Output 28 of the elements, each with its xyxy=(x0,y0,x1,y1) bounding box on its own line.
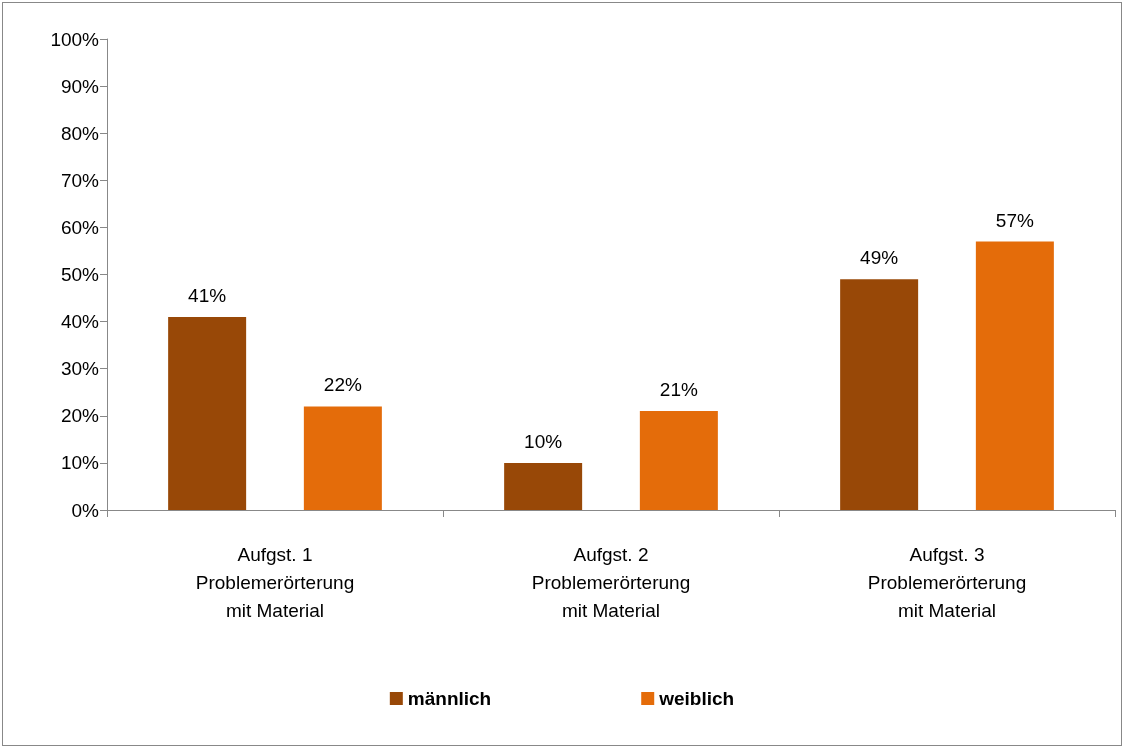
bar xyxy=(975,241,1054,510)
x-tick-label: Aufgst. 3 Problemerörterung mit Material xyxy=(867,543,1027,621)
data-label: 21% xyxy=(659,379,698,401)
y-tick-label: 90% xyxy=(60,75,100,97)
bar xyxy=(303,406,382,510)
data-label: 57% xyxy=(995,209,1034,231)
data-label: 22% xyxy=(323,374,362,396)
y-tick-label: 80% xyxy=(60,122,100,144)
y-tick-label: 30% xyxy=(60,358,100,380)
bar xyxy=(504,462,583,510)
legend-label: männlich xyxy=(407,688,492,709)
x-tick-label: Aufgst. 2 Problemerörterung mit Material xyxy=(531,543,691,621)
bar xyxy=(840,279,919,510)
y-tick-label: 0% xyxy=(71,499,100,521)
y-tick-label: 20% xyxy=(60,405,100,427)
y-tick-label: 100% xyxy=(50,28,100,50)
y-tick-label: 60% xyxy=(60,216,100,238)
data-label: 10% xyxy=(524,430,563,452)
y-tick-label: 40% xyxy=(60,311,100,333)
y-tick-label: 50% xyxy=(60,264,100,285)
data-label: 49% xyxy=(860,247,899,269)
bar xyxy=(639,411,718,510)
legend-label: weiblich xyxy=(658,688,735,709)
x-tick-label: Aufgst. 1 Problemerörterung mit Material xyxy=(195,543,355,621)
y-tick-label: 70% xyxy=(60,169,100,191)
data-label: 41% xyxy=(188,284,227,306)
y-tick-label: 10% xyxy=(60,452,100,474)
bar xyxy=(168,316,247,510)
